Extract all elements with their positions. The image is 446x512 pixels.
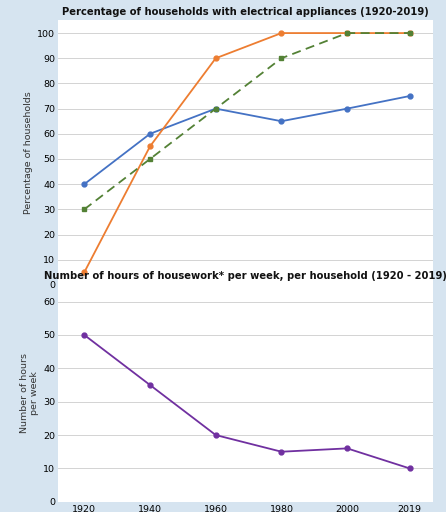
Y-axis label: Percentage of households: Percentage of households [24,91,33,214]
Title: Percentage of households with electrical appliances (1920-2019): Percentage of households with electrical… [62,7,429,17]
X-axis label: Year: Year [235,300,256,309]
Title: Number of hours of housework* per week, per household (1920 - 2019): Number of hours of housework* per week, … [44,271,446,282]
Legend: Washing machine, Refrigerator, Vacuum cleaner: Washing machine, Refrigerator, Vacuum cl… [95,348,396,366]
Y-axis label: Number of hours
per week: Number of hours per week [20,353,39,433]
